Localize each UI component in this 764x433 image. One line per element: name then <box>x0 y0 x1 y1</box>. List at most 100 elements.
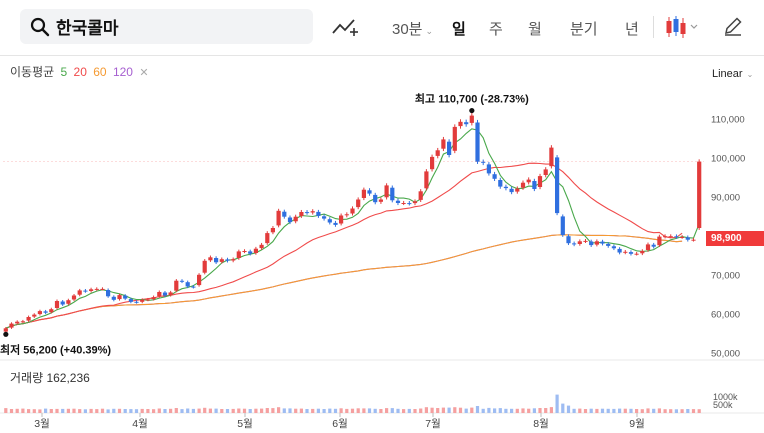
candle-body <box>424 171 429 189</box>
candle-body <box>83 290 88 292</box>
volume-bar <box>254 408 258 413</box>
close-icon[interactable]: ✕ <box>139 67 149 79</box>
volume-bar <box>424 407 428 413</box>
ma-legend-60: 60 <box>93 65 107 79</box>
candle-body <box>191 286 196 288</box>
y-tick-label: 60,000 <box>711 309 740 320</box>
volume-bar <box>561 403 565 413</box>
candle-body <box>691 239 696 241</box>
candle-body <box>15 321 20 324</box>
volume-bar <box>305 409 309 413</box>
candle-body <box>509 188 514 193</box>
volume-bar <box>282 408 286 413</box>
candle-type-icon[interactable] <box>664 14 700 40</box>
toolbar-border <box>0 55 764 56</box>
volume-bar <box>146 409 150 413</box>
candle-body <box>60 301 65 305</box>
candle-body <box>242 251 247 252</box>
y-tick-label: 110,000 <box>711 114 745 125</box>
volume-bar <box>362 408 366 413</box>
candle-body <box>208 257 213 261</box>
candle-body <box>168 292 173 296</box>
candle-body <box>481 161 486 163</box>
current-price-tag: 98,900 <box>706 231 764 246</box>
candle-body <box>395 200 401 203</box>
candle-body <box>657 236 662 246</box>
tab-week[interactable]: 주 <box>489 21 503 38</box>
volume-bar <box>595 408 599 413</box>
candle-body <box>640 251 645 254</box>
volume-bar <box>248 409 252 413</box>
tab-month[interactable]: 월 <box>528 21 542 38</box>
volume-bar <box>555 394 559 413</box>
y-tick-label: 90,000 <box>711 192 740 203</box>
ma-legend-5: 5 <box>60 65 68 79</box>
scale-mode-select[interactable]: Linear ⌄ <box>712 68 754 80</box>
volume-bar <box>100 408 105 413</box>
candle-body <box>674 236 679 238</box>
candle-body <box>202 260 207 273</box>
volume-bar <box>129 409 133 413</box>
volume-bar <box>66 408 70 413</box>
candle-body <box>430 156 435 170</box>
candle-body <box>185 282 190 287</box>
volume-tick-label: 1000k <box>713 392 738 402</box>
volume-bar <box>367 408 372 413</box>
volume-tick-label: 500k <box>713 400 733 410</box>
tab-quarter[interactable]: 분기 <box>570 21 598 38</box>
volume-bar <box>152 409 156 413</box>
candle-body <box>469 115 474 123</box>
volume-bar <box>49 409 53 413</box>
volume-bar <box>453 407 457 413</box>
tab-day[interactable]: 일 <box>452 21 466 38</box>
candle-body <box>32 314 37 317</box>
candle-body <box>140 299 145 302</box>
candle-body <box>20 321 25 323</box>
volume-bar <box>396 408 400 413</box>
high-marker <box>469 107 475 114</box>
candle-body <box>77 290 82 295</box>
search-bar[interactable]: 한국콜마 <box>20 9 313 44</box>
tab-30min[interactable]: 30분 ⌄ <box>392 21 434 38</box>
candle-body <box>668 236 673 238</box>
tab-year[interactable]: 년 <box>625 21 639 38</box>
volume-bar <box>271 408 275 413</box>
volume-bar <box>583 409 588 413</box>
candle-body <box>37 311 42 315</box>
volume-bar <box>140 408 144 413</box>
volume-bar <box>407 408 411 413</box>
candle-body <box>572 243 577 245</box>
volume-bar <box>117 408 122 413</box>
volume-bar <box>83 409 87 413</box>
candle-body <box>492 174 497 179</box>
volume-bar <box>89 408 93 413</box>
candle-body <box>89 289 94 291</box>
candle-body <box>123 295 128 299</box>
volume-bar <box>538 408 542 413</box>
volume-bar <box>487 407 491 413</box>
volume-bar <box>549 407 553 414</box>
candle-body <box>100 288 105 290</box>
volume-bar <box>589 408 593 413</box>
candle-body <box>225 259 230 261</box>
candle-body <box>384 185 389 198</box>
volume-bar <box>242 408 247 413</box>
candle-body <box>293 216 298 222</box>
volume-bar <box>9 409 14 413</box>
compare-chart-icon[interactable] <box>332 16 358 38</box>
volume-bar <box>629 408 633 413</box>
volume-bar <box>208 408 212 413</box>
volume-bar <box>612 408 616 413</box>
volume-bar <box>640 409 644 413</box>
volume-bar <box>504 408 508 413</box>
candle-body <box>253 248 258 253</box>
volume-bar <box>322 409 326 413</box>
volume-bar <box>27 409 31 413</box>
candle-body <box>66 300 71 304</box>
volume-bar <box>470 407 474 413</box>
pencil-icon[interactable] <box>722 15 744 37</box>
candle-body <box>623 251 628 253</box>
volume-bar <box>572 408 576 413</box>
candle-body <box>458 121 463 127</box>
